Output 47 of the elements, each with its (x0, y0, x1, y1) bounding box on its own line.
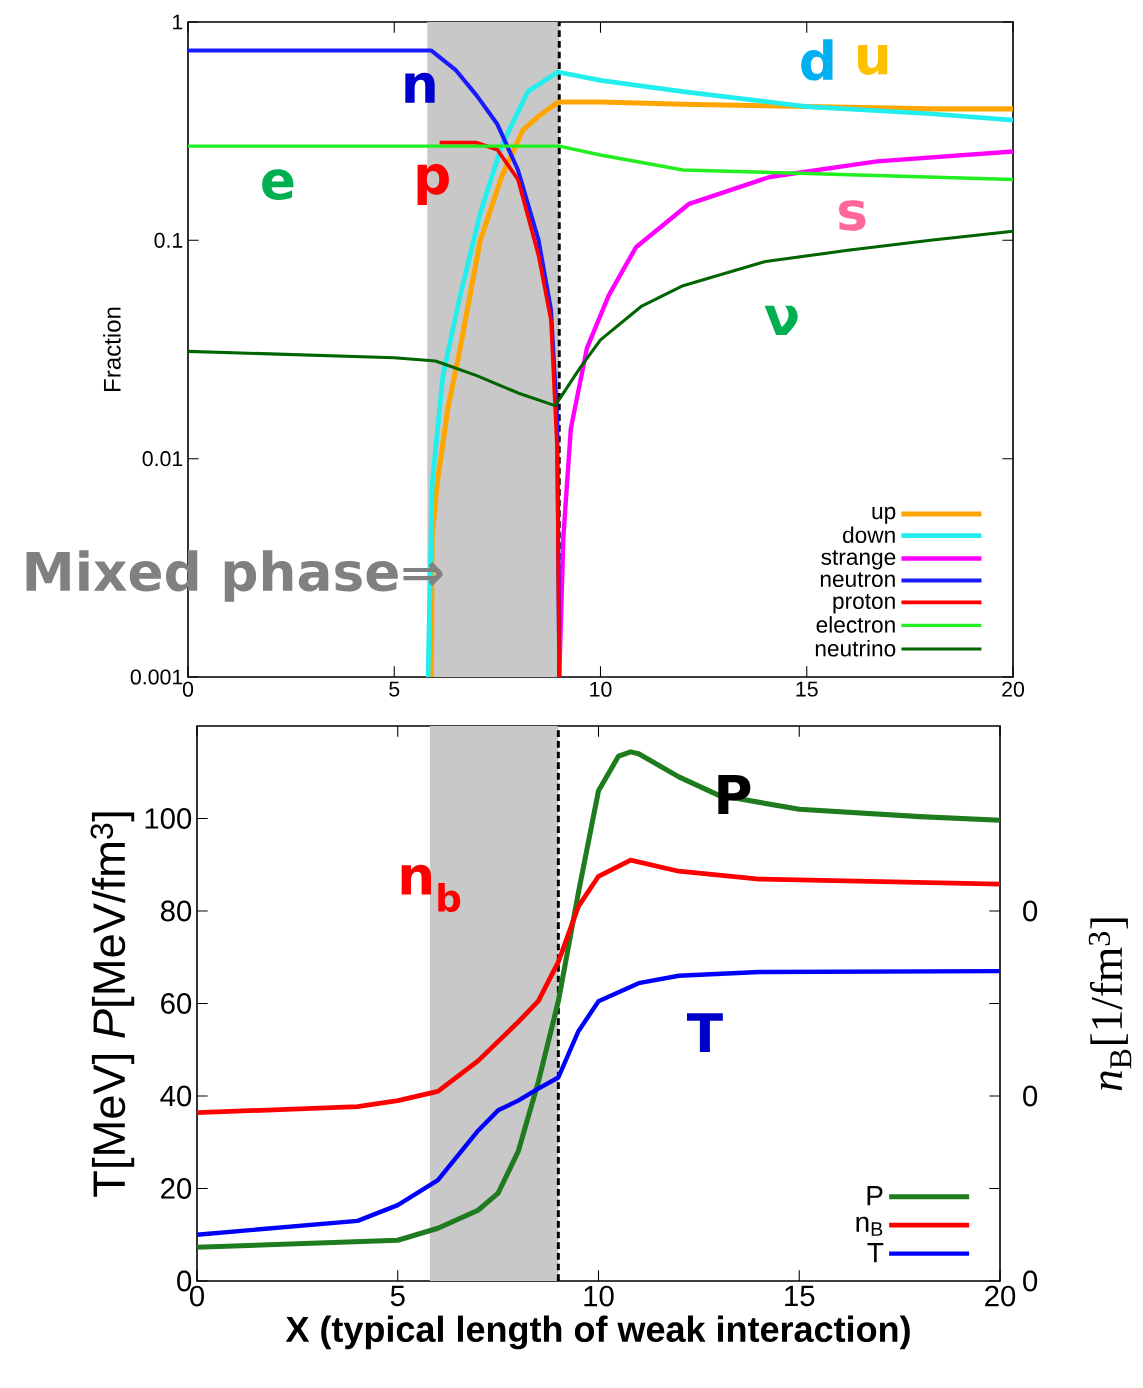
line-series (194, 968, 1003, 1237)
legend-label: P (867, 1186, 883, 1206)
x-tick-label: 20 (1002, 681, 1025, 697)
x-axis-title: X (typical length of weak interaction) (285, 1315, 910, 1350)
annotation: n (405, 72, 435, 103)
annotation: u (857, 45, 888, 75)
legend-label: T (867, 1243, 884, 1263)
x-tick-label: 10 (590, 681, 612, 697)
legend-label: electron (816, 616, 895, 633)
y-tick-label: 0 (177, 1270, 192, 1292)
legend-label: proton (833, 594, 895, 614)
y-tick-label: 40 (160, 1085, 192, 1107)
annotation: s (839, 200, 866, 231)
legend-label: neutron (820, 572, 895, 588)
y-tick-label: 0.01 (142, 451, 183, 467)
y-tick-label: 20 (161, 1178, 192, 1199)
y-tick-label: 60 (161, 993, 192, 1014)
x-tick-label: 5 (390, 1285, 405, 1307)
annotation: p (417, 164, 449, 206)
text: 0 (1023, 900, 1038, 922)
y-axis-title: T[MeV] P[MeV/fm$^{3}$] (90, 812, 135, 1197)
x-tick-label: 15 (785, 1285, 815, 1307)
line-series (186, 229, 1015, 408)
y-tick-label: 100 (145, 808, 192, 829)
annotation: T (686, 1013, 723, 1053)
y-axis-title: Fraction (103, 307, 121, 391)
annotation: ν (764, 305, 798, 335)
annotation: d (801, 39, 833, 81)
x-tick-label: 15 (796, 681, 818, 697)
legend-label: n$_{B}$ (856, 1216, 883, 1236)
line-series (194, 857, 1003, 1116)
legend-label: up (872, 506, 896, 524)
y-tick-label: 1 (173, 14, 183, 30)
y-tick-label: 80 (160, 900, 192, 922)
y2-axis-title: n$_{B}$[1/fm$^{3}$] (1088, 918, 1132, 1091)
x-tick-label: 5 (389, 681, 400, 697)
text: 0 (1023, 1270, 1038, 1292)
text: 0 (1023, 1085, 1038, 1107)
y-tick-label: 0.001 (130, 669, 183, 685)
x-tick-label: 10 (584, 1285, 614, 1307)
annotation: n$_{b}$ (401, 864, 461, 912)
legend-label: down (843, 526, 895, 544)
y-tick-label: 0.1 (154, 232, 183, 248)
x-tick-label: 20 (985, 1285, 1016, 1307)
legend-label: strange (821, 550, 896, 570)
legend-label: neutrino (815, 639, 896, 657)
annotation: e (262, 169, 294, 200)
